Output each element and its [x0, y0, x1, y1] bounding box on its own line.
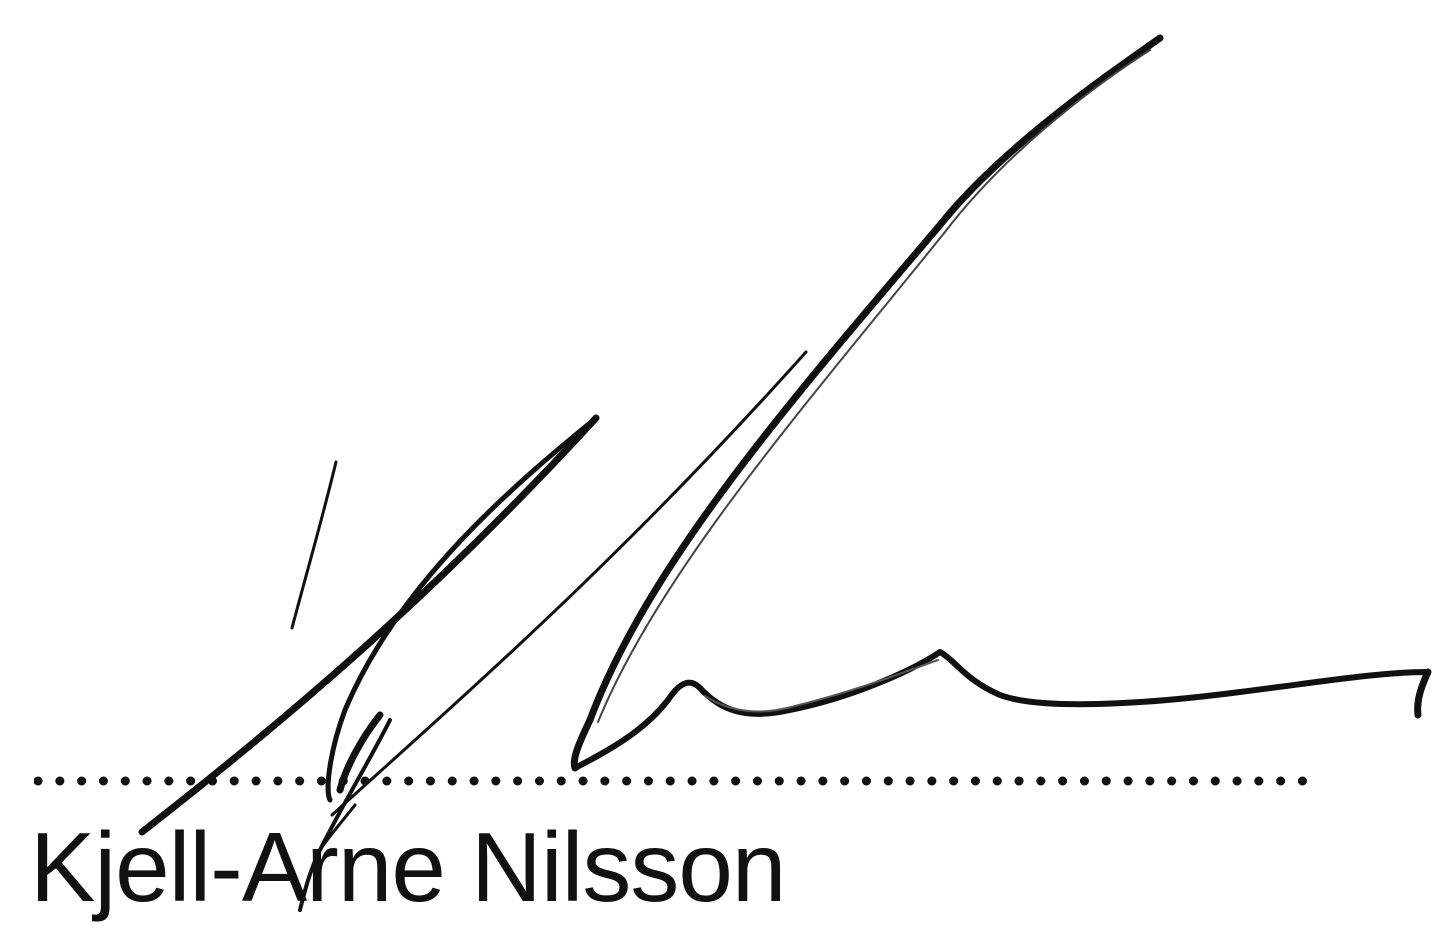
signature-line — [34, 776, 1324, 786]
signer-name: Kjell-Arne Nilsson — [30, 812, 786, 922]
